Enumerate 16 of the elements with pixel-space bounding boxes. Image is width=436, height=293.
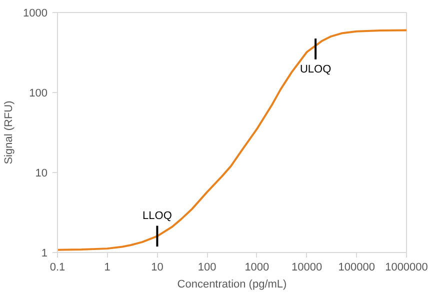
x-tick-label: 10 [151, 262, 164, 274]
x-tick-label: 1 [104, 262, 110, 274]
y-tick-label: 10 [35, 168, 48, 180]
x-tick-label: 1000 [244, 262, 270, 274]
x-axis-title: Concentration (pg/mL) [177, 278, 287, 290]
y-tick-label: 100 [29, 88, 48, 100]
annotation: LLOQ [142, 210, 172, 222]
x-tick-label: 10000 [291, 262, 322, 274]
x-tick-label: 100 [198, 262, 216, 274]
y-tick-label: 1 [41, 248, 48, 260]
x-tick-label: 0.1 [50, 262, 66, 274]
y-axis-title: Signal (RFU) [3, 100, 16, 164]
x-tick-label: 100000 [338, 262, 376, 274]
annotation: ULOQ [300, 63, 332, 76]
x-tick-label: 1000000 [385, 262, 428, 274]
y-tick-label: 1000 [23, 8, 48, 20]
